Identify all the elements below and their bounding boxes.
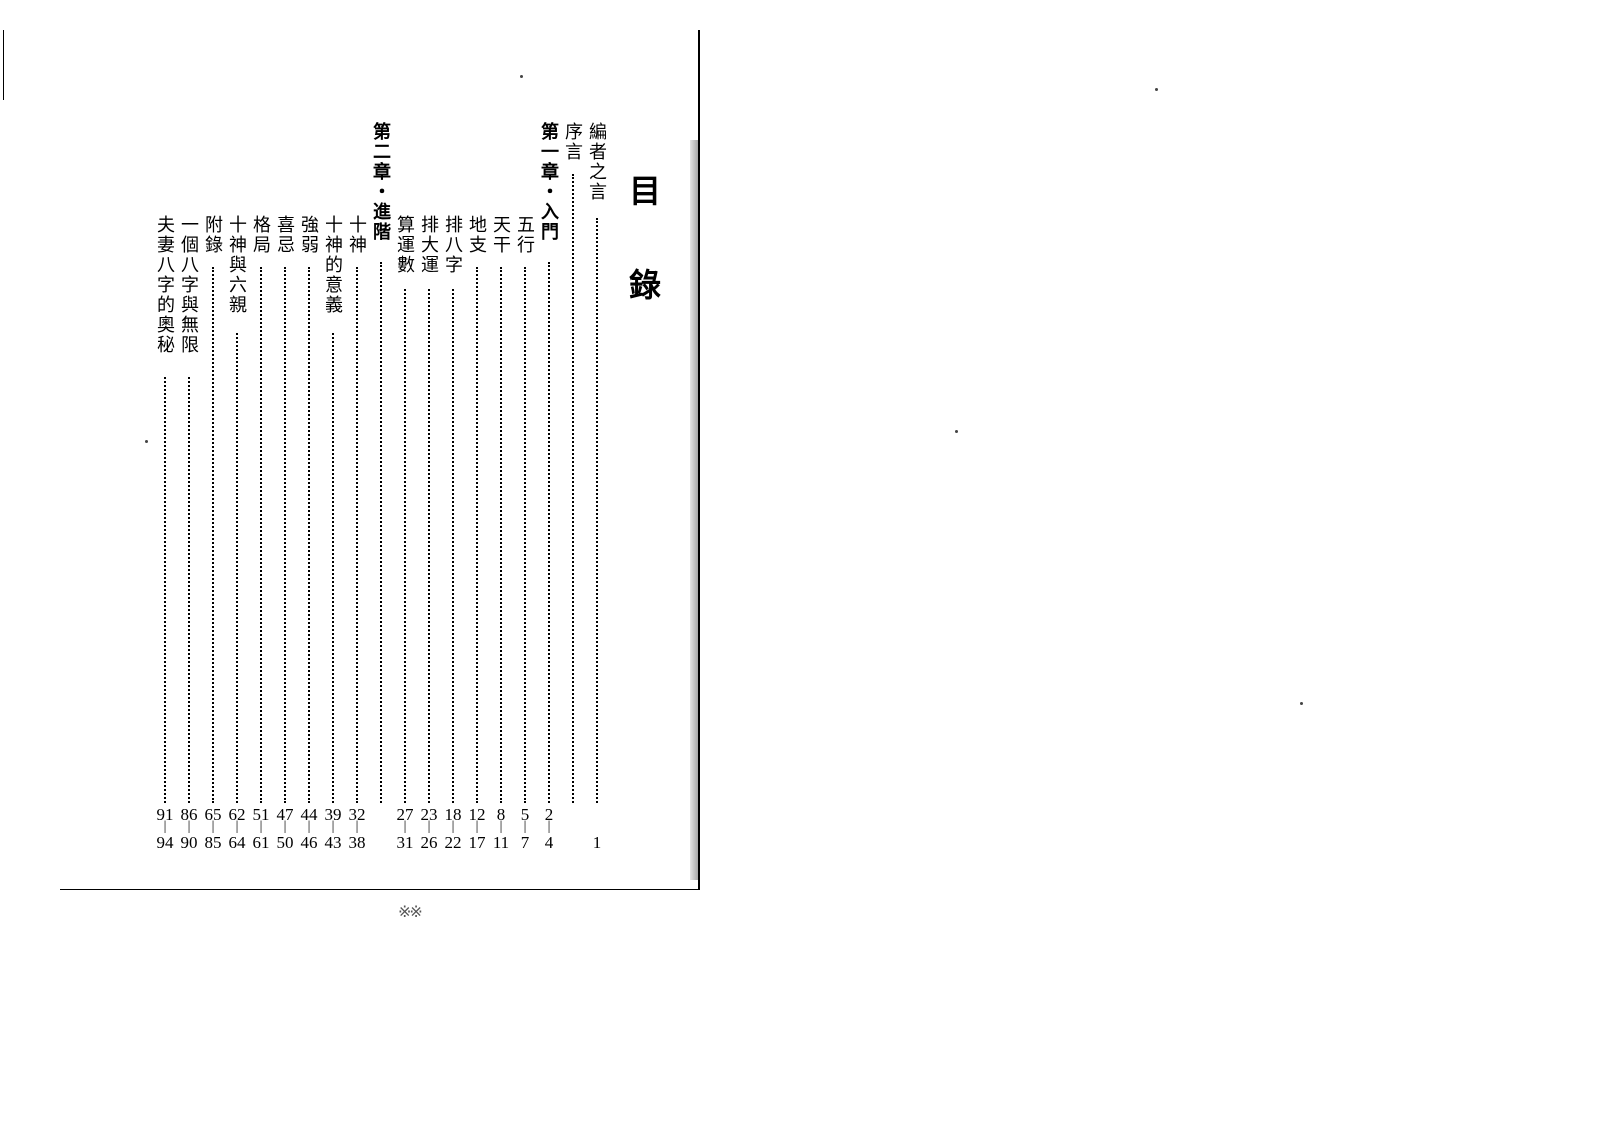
toc-label: 五行 — [513, 215, 537, 255]
toc-page-end: 11 — [489, 833, 513, 853]
toc-label: 編者之言 — [585, 122, 609, 202]
scanned-page: 目 錄 編者之言1序言第一章・入門2|4五行5|7天干8|11地支12|17排八… — [60, 30, 700, 890]
toc-entry: 編者之言1 — [585, 90, 609, 849]
toc-label: 地支 — [465, 215, 489, 255]
toc-page-end: 94 — [153, 833, 177, 853]
toc-label: 喜忌 — [273, 215, 297, 255]
toc-label: 天干 — [489, 215, 513, 255]
toc-leader — [428, 289, 430, 803]
toc-label: 十神 — [345, 215, 369, 255]
scan-noise-dot — [145, 440, 148, 443]
toc-page-end: 43 — [321, 833, 345, 853]
toc-leader — [380, 262, 382, 803]
toc-leader — [356, 267, 358, 803]
toc-entry: 序言 — [561, 90, 585, 849]
toc-page-end: 38 — [345, 833, 369, 853]
toc-label: 第一章・入門 — [537, 122, 561, 242]
toc-entry: 排大運23|26 — [417, 90, 441, 849]
scan-noise-dot — [955, 430, 958, 433]
scan-noise-dot — [520, 75, 523, 78]
toc-entry: 一個八字與無限86|90 — [177, 90, 201, 849]
toc-leader — [260, 267, 262, 803]
page-flourish: ※※ — [398, 902, 421, 922]
toc-label: 第二章・進階 — [369, 122, 393, 242]
heading-char-2: 錄 — [628, 269, 662, 301]
toc-label: 夫妻八字的奧秘 — [153, 215, 177, 355]
toc-leader — [236, 333, 238, 803]
toc-label: 排大運 — [417, 215, 441, 275]
toc-columns: 編者之言1序言第一章・入門2|4五行5|7天干8|11地支12|17排八字18|… — [60, 90, 613, 889]
toc-label: 算運數 — [393, 215, 417, 275]
heading-char-1: 目 — [628, 175, 662, 207]
toc-label: 十神與六親 — [225, 215, 249, 315]
toc-leader — [524, 267, 526, 803]
toc-leader — [476, 267, 478, 803]
toc-label: 附錄 — [201, 215, 225, 255]
toc-page-end: 61 — [249, 833, 273, 853]
toc-entry: 地支12|17 — [465, 90, 489, 849]
toc-entry: 十神與六親62|64 — [225, 90, 249, 849]
toc-entry: 格局51|61 — [249, 90, 273, 849]
toc-entry: 十神32|38 — [345, 90, 369, 849]
toc-page-end: 46 — [297, 833, 321, 853]
toc-entry: 算運數27|31 — [393, 90, 417, 849]
toc-label: 一個八字與無限 — [177, 215, 201, 355]
scan-noise-dot — [1300, 702, 1303, 705]
toc-leader — [572, 174, 574, 803]
toc-page-end: 4 — [537, 833, 561, 853]
toc-leader — [188, 377, 190, 803]
toc-page-end: 90 — [177, 833, 201, 853]
toc-entry: 喜忌47|50 — [273, 90, 297, 849]
toc-label: 序言 — [561, 122, 585, 162]
toc-entry: 天干8|11 — [489, 90, 513, 849]
toc-page-end: 1 — [585, 833, 609, 853]
toc-entry: 附錄65|85 — [201, 90, 225, 849]
toc-entry: 十神的意義39|43 — [321, 90, 345, 849]
toc-label: 格局 — [249, 215, 273, 255]
toc-leader — [332, 333, 334, 803]
scan-margin-mark — [3, 30, 5, 100]
toc-label: 排八字 — [441, 215, 465, 275]
gutter-shadow — [690, 140, 698, 880]
toc-leader — [164, 377, 166, 803]
toc-entry: 強弱44|46 — [297, 90, 321, 849]
toc-label: 強弱 — [297, 215, 321, 255]
toc-page-end: 22 — [441, 833, 465, 853]
toc-entry: 排八字18|22 — [441, 90, 465, 849]
toc-leader — [212, 267, 214, 803]
scan-noise-dot — [1155, 88, 1158, 91]
toc-leader — [308, 267, 310, 803]
toc-leader — [452, 289, 454, 803]
toc-leader — [500, 267, 502, 803]
toc-page-end: 7 — [513, 833, 537, 853]
page-title: 目 錄 — [628, 175, 662, 301]
toc-page-end: 64 — [225, 833, 249, 853]
toc-leader — [284, 267, 286, 803]
toc-leader — [548, 262, 550, 803]
toc-leader — [404, 289, 406, 803]
toc-entry: 第一章・入門2|4 — [537, 90, 561, 849]
toc-page-end: 31 — [393, 833, 417, 853]
toc-page-end: 17 — [465, 833, 489, 853]
toc-leader — [596, 218, 598, 803]
toc-entry: 五行5|7 — [513, 90, 537, 849]
toc-page-end: 50 — [273, 833, 297, 853]
toc-entry: 夫妻八字的奧秘91|94 — [153, 90, 177, 849]
toc-label: 十神的意義 — [321, 215, 345, 315]
toc-page-end: 26 — [417, 833, 441, 853]
toc-page-end: 85 — [201, 833, 225, 853]
page-inner: 目 錄 編者之言1序言第一章・入門2|4五行5|7天干8|11地支12|17排八… — [60, 30, 698, 889]
toc-entry: 第二章・進階 — [369, 90, 393, 849]
